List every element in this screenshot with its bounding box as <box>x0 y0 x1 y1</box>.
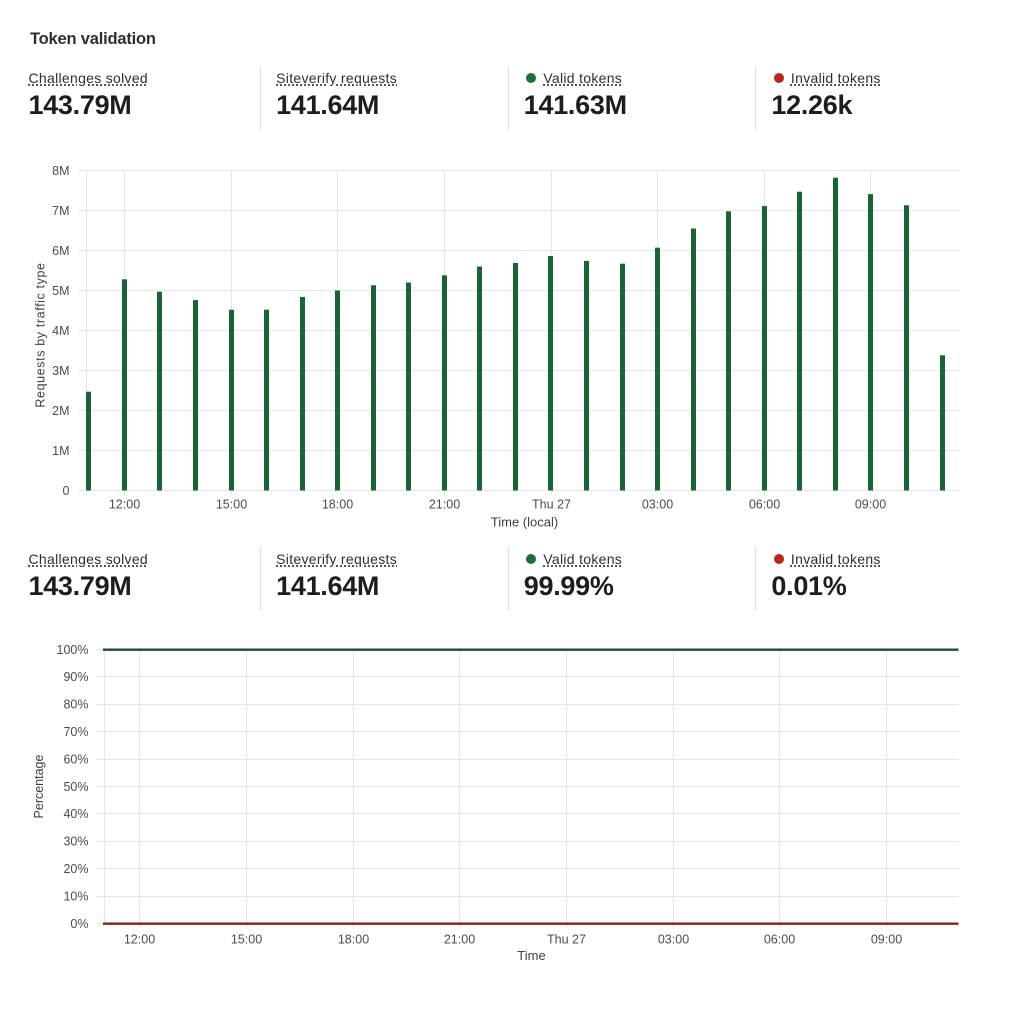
svg-text:60%: 60% <box>63 752 88 766</box>
svg-text:30%: 30% <box>63 835 88 849</box>
svg-text:06:00: 06:00 <box>749 498 780 512</box>
svg-text:Time (local): Time (local) <box>491 515 558 530</box>
svg-text:03:00: 03:00 <box>658 933 689 947</box>
svg-text:15:00: 15:00 <box>216 498 247 512</box>
svg-text:8M: 8M <box>52 164 69 178</box>
svg-text:3M: 3M <box>52 364 69 378</box>
svg-text:Requests by traffic type: Requests by traffic type <box>34 262 48 407</box>
svg-text:2M: 2M <box>52 404 69 418</box>
svg-text:21:00: 21:00 <box>429 498 460 512</box>
svg-text:40%: 40% <box>63 807 88 821</box>
svg-text:12:00: 12:00 <box>109 498 140 512</box>
svg-text:20%: 20% <box>63 862 88 876</box>
svg-text:100%: 100% <box>57 643 89 657</box>
svg-text:12:00: 12:00 <box>124 933 155 947</box>
svg-text:09:00: 09:00 <box>871 933 902 947</box>
svg-text:Thu 27: Thu 27 <box>532 498 571 512</box>
svg-text:Time: Time <box>517 948 545 963</box>
svg-text:03:00: 03:00 <box>642 498 673 512</box>
svg-text:06:00: 06:00 <box>764 933 795 947</box>
svg-text:18:00: 18:00 <box>338 933 369 947</box>
svg-text:21:00: 21:00 <box>444 933 475 947</box>
svg-text:6M: 6M <box>52 244 69 258</box>
svg-text:90%: 90% <box>63 670 88 684</box>
svg-text:70%: 70% <box>63 725 88 739</box>
svg-text:10%: 10% <box>63 889 88 903</box>
svg-text:09:00: 09:00 <box>855 498 886 512</box>
svg-text:Thu 27: Thu 27 <box>547 933 586 947</box>
svg-text:15:00: 15:00 <box>231 933 262 947</box>
svg-text:5M: 5M <box>52 284 69 298</box>
svg-text:1M: 1M <box>52 444 69 458</box>
svg-text:80%: 80% <box>63 698 88 712</box>
svg-text:4M: 4M <box>52 324 69 338</box>
svg-text:18:00: 18:00 <box>322 498 353 512</box>
svg-text:0%: 0% <box>70 917 88 931</box>
svg-text:Percentage: Percentage <box>32 754 46 818</box>
svg-text:7M: 7M <box>52 204 69 218</box>
svg-text:0: 0 <box>63 484 70 498</box>
svg-text:50%: 50% <box>63 780 88 794</box>
